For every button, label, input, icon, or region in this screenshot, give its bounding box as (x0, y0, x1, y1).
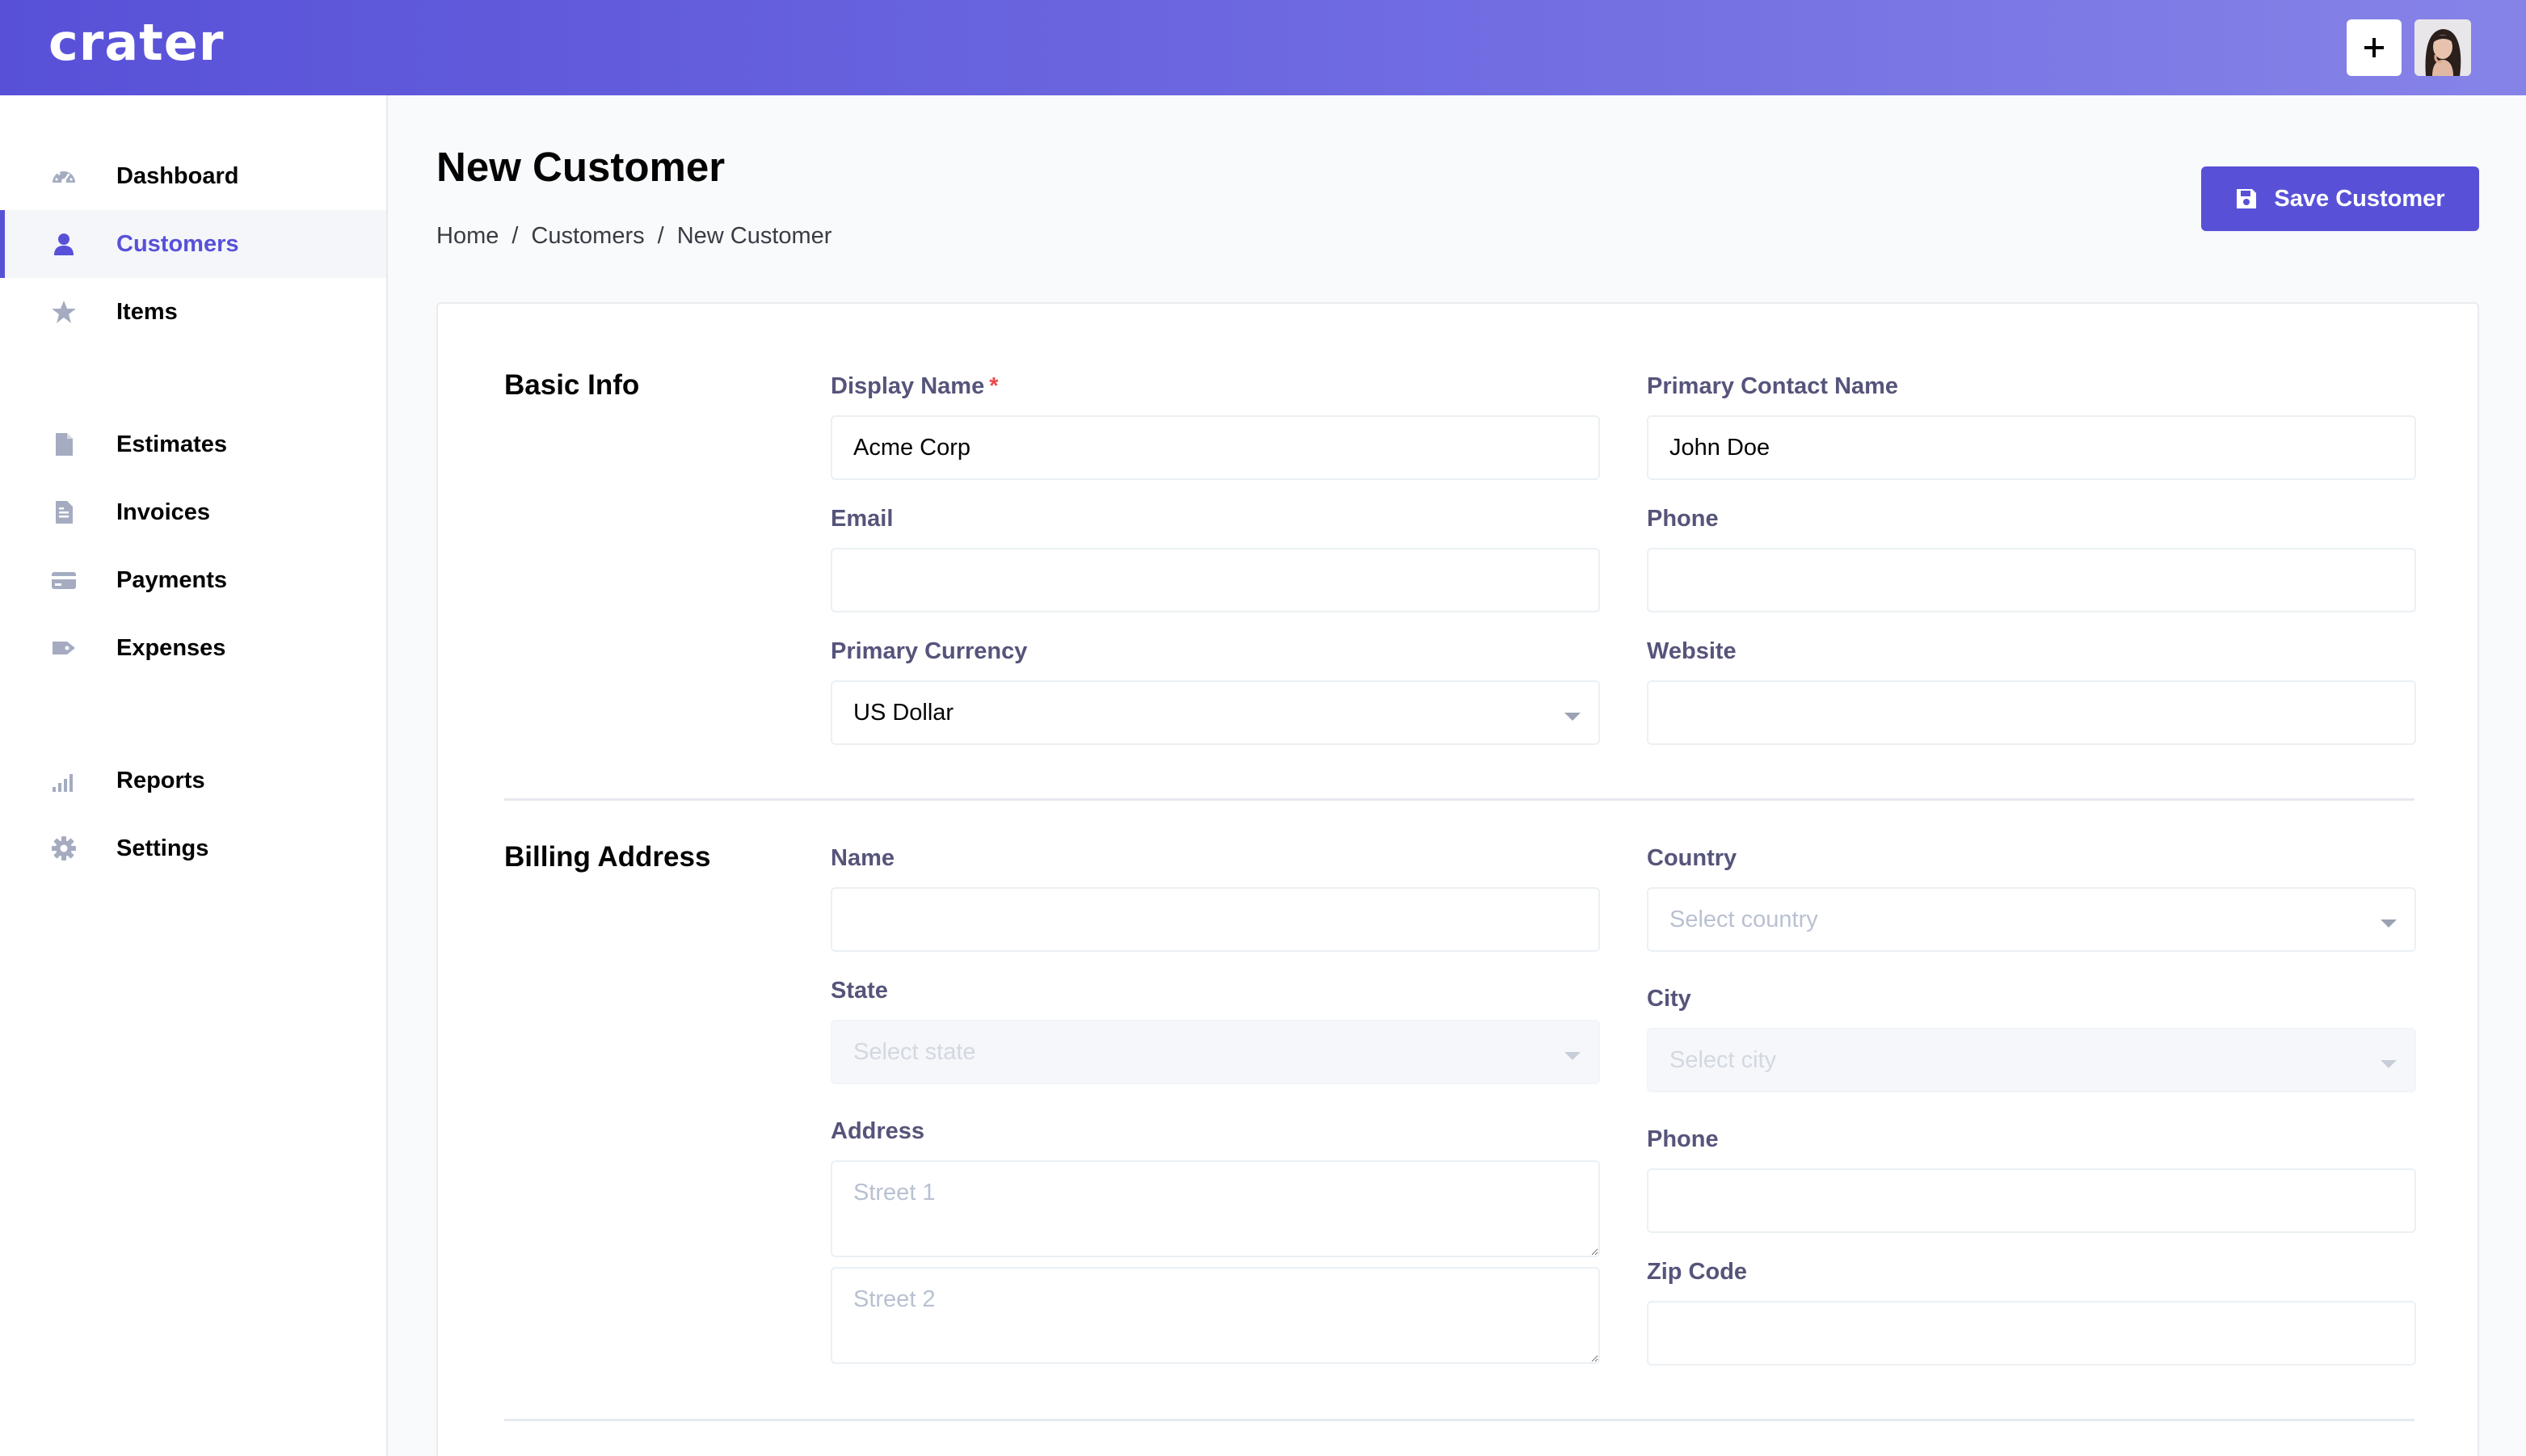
crater-logo[interactable]: crater (48, 13, 225, 72)
save-button-label: Save Customer (2274, 185, 2445, 212)
breadcrumb-home[interactable]: Home (436, 222, 499, 249)
address-label: Address (831, 1118, 925, 1144)
dashboard-icon (50, 163, 78, 189)
sidebar-item-estimates[interactable]: Estimates (0, 410, 386, 478)
breadcrumb-customers[interactable]: Customers (531, 222, 645, 249)
state-label: State (831, 978, 888, 1004)
state-select[interactable]: Select state (831, 1020, 1600, 1084)
section-divider (504, 798, 2414, 801)
top-header: crater (0, 0, 2526, 95)
sidebar-item-label: Expenses (116, 635, 226, 661)
billing-name-input[interactable] (831, 887, 1600, 952)
quick-add-button[interactable] (2347, 19, 2402, 76)
street2-textarea[interactable] (831, 1267, 1600, 1364)
primary-currency-value: US Dollar (853, 700, 954, 726)
save-icon (2237, 189, 2257, 208)
required-marker: * (989, 373, 999, 399)
user-icon (50, 231, 78, 257)
sidebar-item-payments[interactable]: Payments (0, 546, 386, 614)
display-name-label-text: Display Name (831, 373, 985, 399)
sidebar-item-reports[interactable]: Reports (0, 747, 386, 814)
avatar-image (2414, 19, 2471, 76)
chevron-down-icon (2381, 1060, 2397, 1068)
display-name-input[interactable] (831, 415, 1600, 480)
save-customer-button[interactable]: Save Customer (2201, 166, 2479, 231)
invoice-icon (50, 499, 78, 525)
primary-currency-select[interactable]: US Dollar (831, 680, 1600, 745)
phone-label: Phone (1647, 506, 1719, 532)
sidebar-item-settings[interactable]: Settings (0, 814, 386, 882)
chevron-down-icon (2381, 919, 2397, 928)
sidebar-item-label: Settings (116, 835, 209, 861)
chevron-down-icon (1564, 713, 1581, 721)
email-input[interactable] (831, 548, 1600, 612)
chevron-down-icon (1564, 1052, 1581, 1060)
sidebar-item-label: Customers (116, 231, 239, 257)
sidebar-item-label: Items (116, 299, 178, 325)
sidebar-item-label: Invoices (116, 499, 211, 525)
breadcrumb: Home / Customers / New Customer (436, 218, 831, 254)
billing-address-heading: Billing Address (504, 841, 711, 873)
city-label: City (1647, 986, 1691, 1012)
display-name-label: Display Name * (831, 370, 999, 402)
sidebar-item-expenses[interactable]: Expenses (0, 614, 386, 682)
sidebar-item-label: Reports (116, 768, 205, 793)
sidebar-item-items[interactable]: Items (0, 278, 386, 346)
primary-currency-label: Primary Currency (831, 638, 1028, 664)
country-label: Country (1647, 845, 1737, 871)
billing-name-label: Name (831, 845, 895, 871)
sidebar: Dashboard Customers Items Estimates Invo… (0, 95, 388, 1456)
sidebar-item-invoices[interactable]: Invoices (0, 478, 386, 546)
tag-icon (50, 635, 78, 661)
primary-contact-label: Primary Contact Name (1647, 373, 1899, 399)
sidebar-item-customers[interactable]: Customers (0, 210, 386, 278)
billing-phone-input[interactable] (1647, 1168, 2416, 1233)
credit-card-icon (50, 567, 78, 593)
street1-textarea[interactable] (831, 1160, 1600, 1257)
breadcrumb-current: New Customer (676, 222, 832, 249)
city-placeholder: Select city (1669, 1047, 1777, 1073)
country-select[interactable]: Select country (1647, 887, 2416, 952)
star-icon (50, 299, 78, 325)
breadcrumb-separator: / (657, 222, 664, 249)
phone-input[interactable] (1647, 548, 2416, 612)
website-input[interactable] (1647, 680, 2416, 745)
plus-icon (2364, 38, 2384, 57)
section-divider (504, 1419, 2414, 1421)
billing-phone-label: Phone (1647, 1126, 1719, 1152)
page-title: New Customer (436, 144, 726, 190)
customer-form-card: Basic Info Display Name* Primary Contact… (436, 302, 2479, 1456)
state-placeholder: Select state (853, 1039, 976, 1065)
primary-contact-input[interactable] (1647, 415, 2416, 480)
sidebar-item-label: Dashboard (116, 163, 239, 189)
sidebar-item-label: Estimates (116, 431, 228, 457)
basic-info-heading: Basic Info (504, 369, 640, 401)
city-select[interactable]: Select city (1647, 1028, 2416, 1092)
document-icon (50, 431, 78, 457)
signal-bars-icon (50, 768, 78, 793)
sidebar-item-label: Payments (116, 567, 228, 593)
website-label: Website (1647, 638, 1737, 664)
zip-code-label: Zip Code (1647, 1259, 1748, 1285)
zip-code-input[interactable] (1647, 1301, 2416, 1366)
email-label: Email (831, 506, 894, 532)
sidebar-item-dashboard[interactable]: Dashboard (0, 142, 386, 210)
user-avatar[interactable] (2414, 19, 2471, 76)
gear-icon (50, 835, 78, 861)
country-placeholder: Select country (1669, 907, 1818, 932)
breadcrumb-separator: / (512, 222, 519, 249)
